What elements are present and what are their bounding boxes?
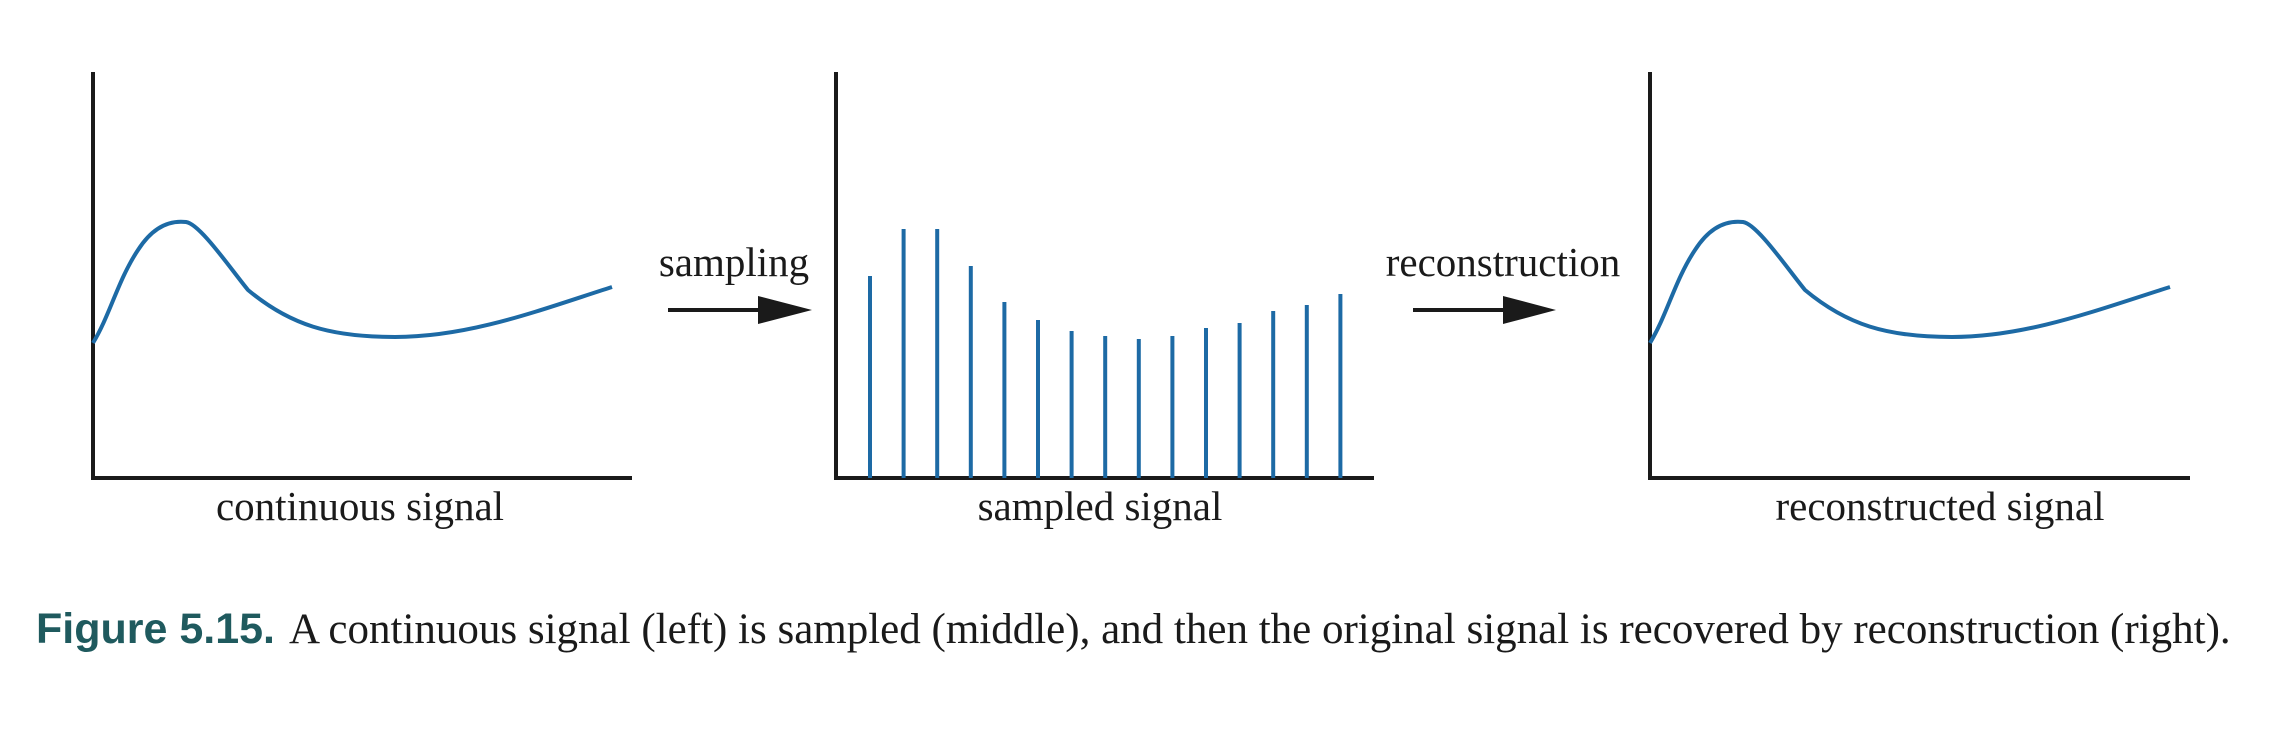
caption-text: A continuous signal (left) is sampled (m… [288,606,2231,653]
sampled-signal-label: sampled signal [978,483,1223,529]
sampled-signal-panel: sampled signal [834,72,1374,529]
sampling-arrow-group: sampling [659,239,812,324]
reconstruction-arrowhead [1503,296,1556,324]
sampling-label: sampling [659,239,809,285]
reconstruction-arrow-group: reconstruction [1386,239,1621,324]
sampling-arrowhead [758,296,812,324]
reconstructed-signal-panel: reconstructed signal [1648,72,2190,529]
reconstruction-label: reconstruction [1386,239,1621,285]
reconstructed-signal-curve [1648,219,2171,345]
middle-axes [834,72,1374,480]
continuous-signal-panel: continuous signal [91,72,632,529]
continuous-signal-curve [91,219,613,345]
continuous-signal-label: continuous signal [216,483,504,529]
figure-number: Figure 5.15. [36,605,275,653]
left-axes [91,72,632,480]
reconstructed-signal-label: reconstructed signal [1775,483,2104,529]
sample-stems [868,229,1343,478]
right-axes [1648,72,2190,480]
figure-caption: Figure 5.15. A continuous signal (left) i… [36,600,2256,659]
